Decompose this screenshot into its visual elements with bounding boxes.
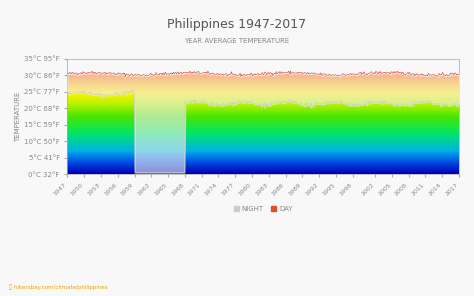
Legend: NIGHT, DAY: NIGHT, DAY bbox=[231, 203, 296, 215]
Y-axis label: TEMPERATURE: TEMPERATURE bbox=[15, 91, 21, 142]
Text: 📍 hikersbay.com/climate/philippines: 📍 hikersbay.com/climate/philippines bbox=[9, 284, 108, 290]
Text: YEAR AVERAGE TEMPERATURE: YEAR AVERAGE TEMPERATURE bbox=[184, 38, 290, 44]
Text: Philippines 1947-2017: Philippines 1947-2017 bbox=[167, 18, 307, 31]
